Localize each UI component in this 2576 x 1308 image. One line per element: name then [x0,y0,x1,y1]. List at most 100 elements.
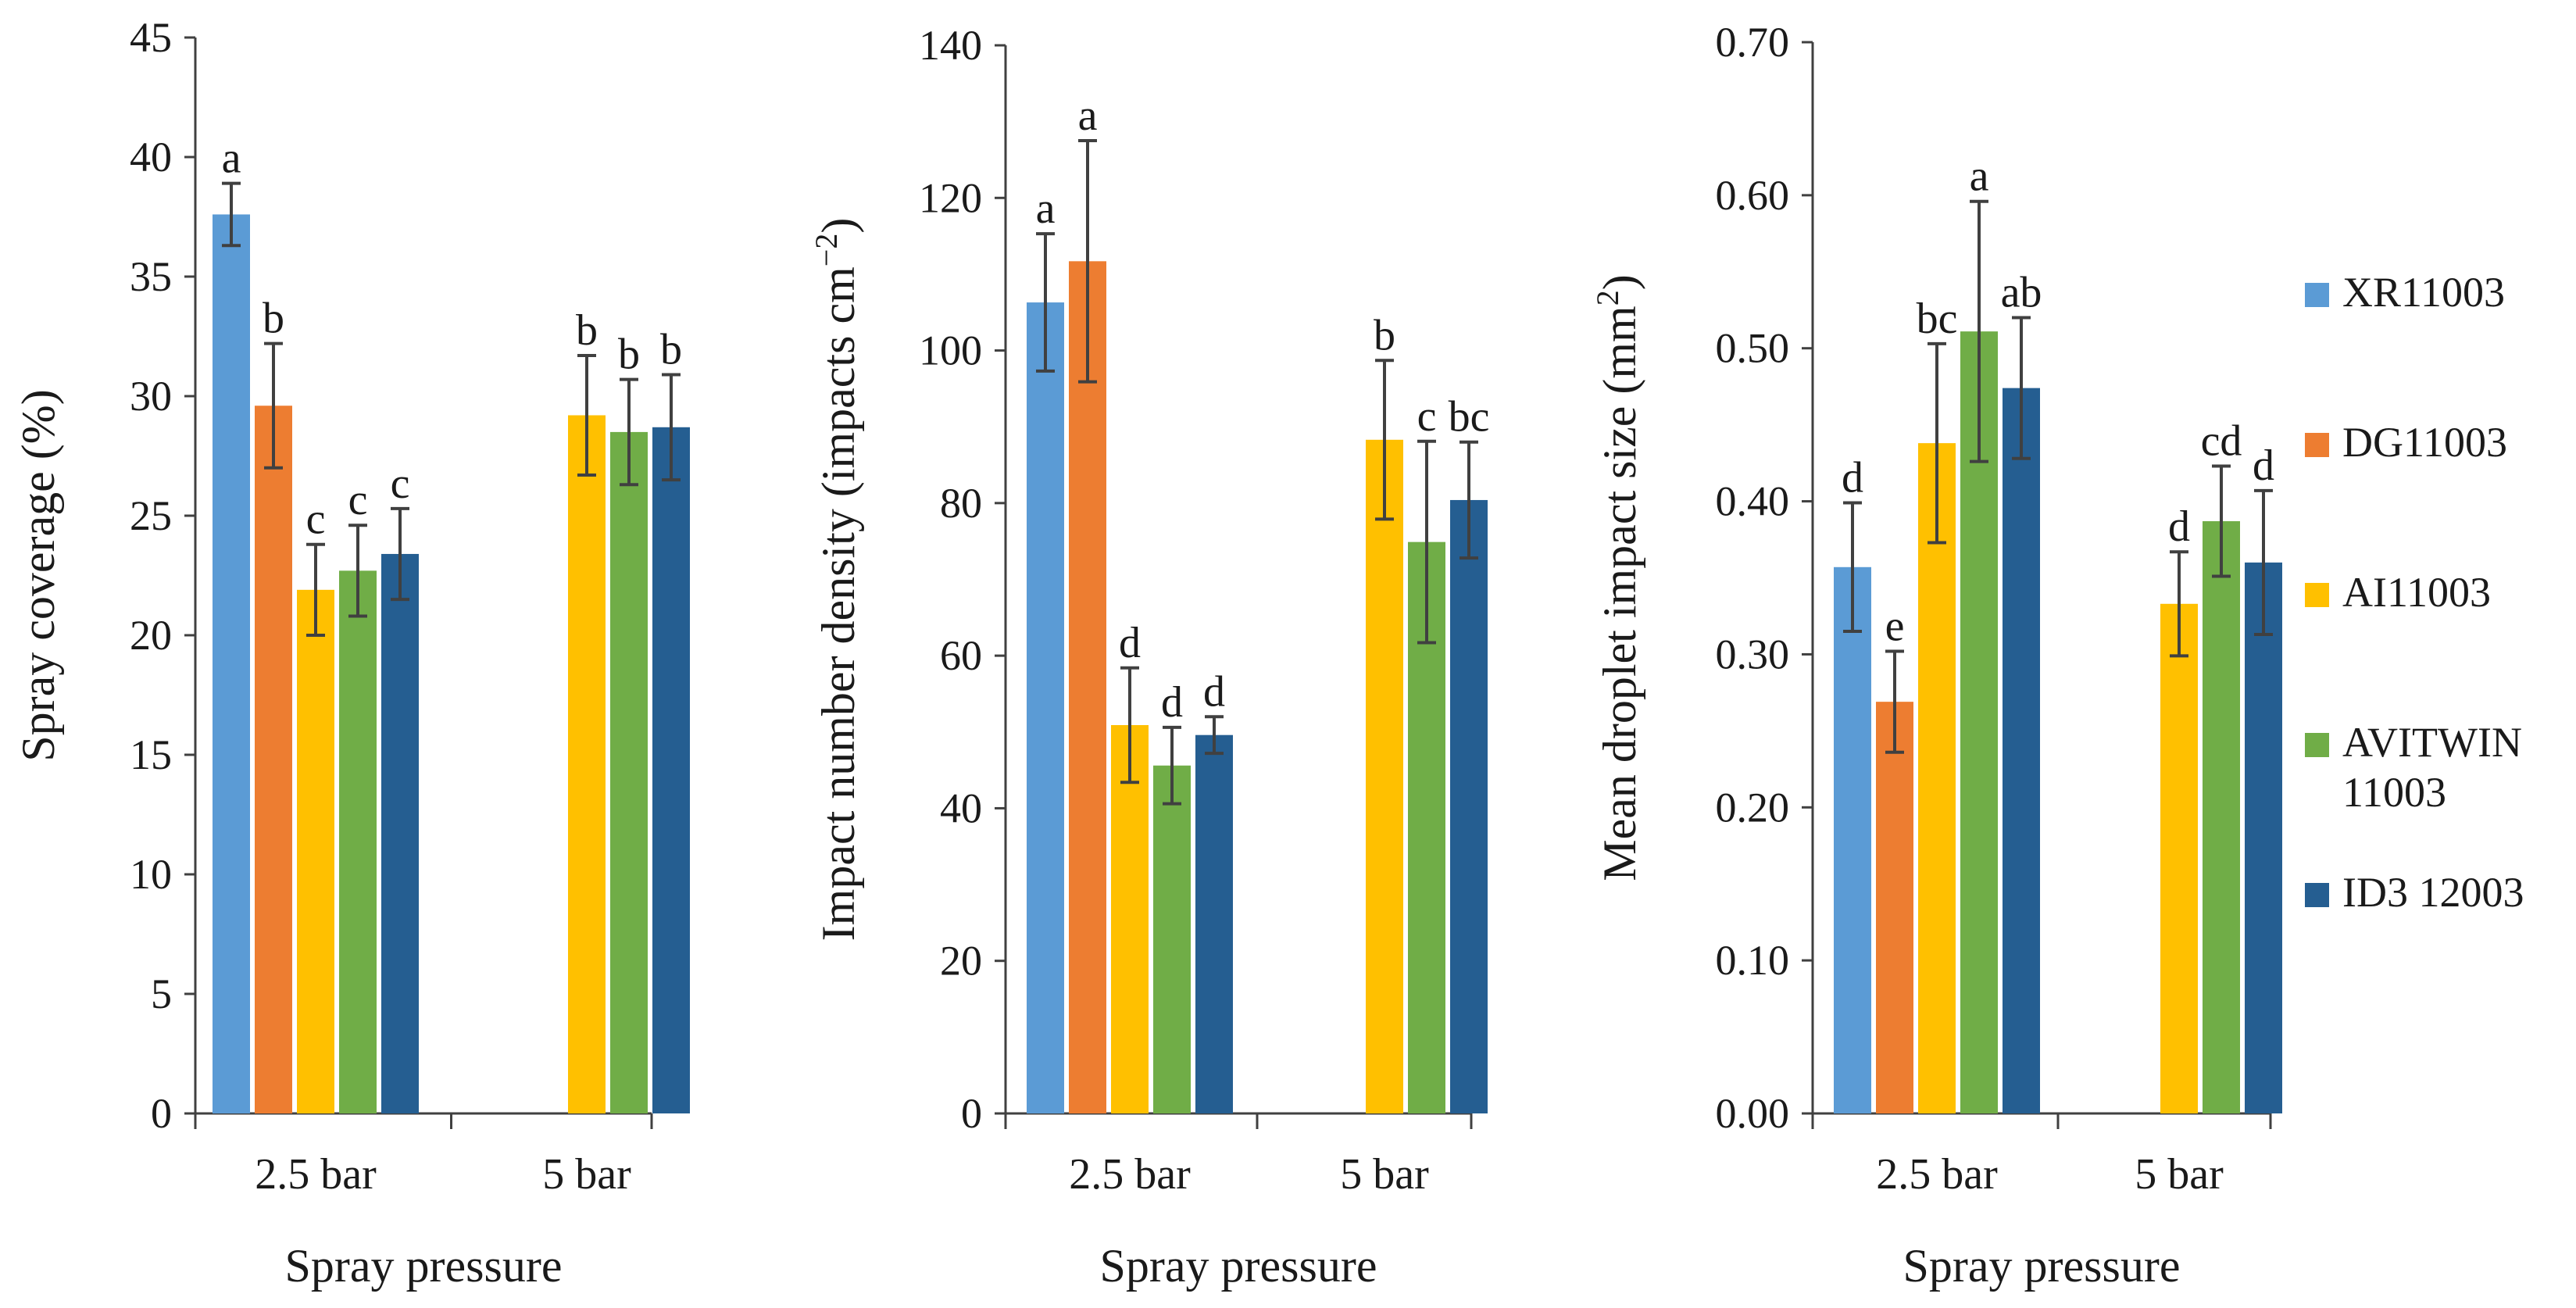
x-axis-title: Spray pressure [1903,1240,2181,1292]
chart-panel-2: 0 20 40 60 80 100 120 140 2.5 bar 5 bar Spray pres… [809,22,1490,1292]
significance-letter: d [1119,619,1141,667]
legend-label: 11003 [2342,769,2446,816]
legend-label: AI11003 [2342,569,2491,616]
legend-swatch [2305,733,2329,757]
bar [2003,388,2040,1113]
x-category-label: 5 bar [542,1150,631,1199]
y-axis-title-superscript: −2 [809,234,844,267]
significance-letter: d [1842,454,1863,502]
y-tick-label: 40 [940,784,982,831]
y-tick-label: 140 [919,22,982,69]
significance-letter: bc [1917,295,1958,343]
x-axis-title: Spray pressure [285,1240,563,1292]
significance-letter: b [576,306,598,355]
bar [610,431,648,1113]
legend-label: AVITWIN [2342,719,2522,766]
significance-letter: b [660,325,682,373]
bar [568,415,606,1113]
x-axis-title: Spray pressure [1100,1240,1377,1292]
y-axis-title-end: ) [813,218,864,234]
bar [652,427,690,1113]
significance-letter: a [222,134,241,183]
y-axis-title: Impact number density (impacts cm−2) [809,218,865,942]
bar [1366,439,1403,1113]
y-axis-title: Spray coverage (%) [13,389,64,761]
significance-letter: d [1161,678,1183,727]
bar [1834,566,1871,1113]
bar [1918,443,1956,1113]
bar [1027,302,1064,1114]
significance-letter: c [391,459,410,508]
x-category-label: 2.5 bar [255,1150,377,1199]
significance-letter: b [1374,311,1395,359]
y-axis-title-text: Impact number density (impacts cm [813,266,864,941]
significance-letter: a [1970,152,1989,201]
y-tick-label: 0.60 [1716,172,1790,219]
y-axis-title: Mean droplet impact size (mm2) [1590,274,1646,881]
y-tick-label: 0.40 [1716,478,1790,525]
y-tick-label: 0 [151,1090,172,1137]
y-axis-title-end: ) [1594,274,1645,290]
significance-letter: b [618,331,640,379]
y-tick-label: 15 [130,731,172,778]
y-tick-label: 35 [130,253,172,300]
significance-letter: ab [2001,269,2042,317]
legend-swatch [2305,283,2329,307]
chart-panel-3: 0.00 0.10 0.20 0.30 0.40 0.50 0.60 0.70 2.5 bar 5… [1590,19,2282,1292]
y-tick-label: 120 [919,174,982,221]
bar [1069,261,1106,1113]
y-tick-label: 5 [151,970,172,1017]
y-tick-label: 0.50 [1716,325,1790,372]
y-tick-label: 45 [130,14,172,61]
bar [381,553,419,1113]
y-tick-label: 40 [130,134,172,180]
y-tick-label: 30 [130,373,172,420]
y-tick-label: 20 [940,938,982,985]
legend-swatch [2305,583,2329,607]
bar [213,214,250,1114]
x-category-label: 2.5 bar [1876,1150,1998,1199]
bar [1450,499,1488,1113]
legend-label: DG11003 [2342,419,2507,466]
bar [2203,521,2240,1113]
significance-letter: a [1078,91,1098,140]
bar [1111,724,1149,1113]
significance-letter: bc [1449,393,1490,441]
significance-letter: c [1417,392,1437,441]
bar [1153,765,1191,1113]
bar [255,406,292,1113]
significance-letter: b [263,295,284,343]
significance-letter: d [2253,441,2274,490]
x-category-label: 5 bar [1340,1150,1429,1199]
bar [339,570,377,1113]
bar [1195,734,1233,1113]
y-axis-title-text: Spray coverage (%) [13,389,64,761]
y-axis-title-text: Mean droplet impact size (mm [1594,306,1645,881]
significance-letter: d [2168,502,2190,551]
significance-letter: d [1203,667,1225,716]
legend-swatch [2305,883,2329,907]
bar [1876,702,1913,1113]
x-category-label: 2.5 bar [1069,1150,1191,1199]
y-tick-label: 0.20 [1716,784,1790,831]
significance-letter: a [1036,184,1056,233]
significance-letter: cd [2201,417,2242,466]
legend-label: ID3 12003 [2342,869,2524,916]
y-tick-label: 25 [130,492,172,539]
x-category-label: 5 bar [2135,1150,2224,1199]
y-tick-label: 100 [919,327,982,374]
legend-label: XR11003 [2342,269,2505,316]
y-tick-label: 0.70 [1716,19,1790,66]
y-tick-label: 0.00 [1716,1090,1790,1137]
y-axis-title-superscript: 2 [1590,290,1625,306]
y-tick-label: 0 [961,1090,982,1137]
chart-panel-1: 0 5 10 15 20 25 30 35 40 45 2.5 bar 5 bar Spray pres… [13,14,690,1292]
legend-swatch [2305,433,2329,457]
y-tick-label: 20 [130,612,172,659]
y-tick-label: 10 [130,851,172,898]
y-tick-label: 0.30 [1716,631,1790,677]
y-tick-label: 80 [940,480,982,527]
bar [2245,562,2282,1113]
